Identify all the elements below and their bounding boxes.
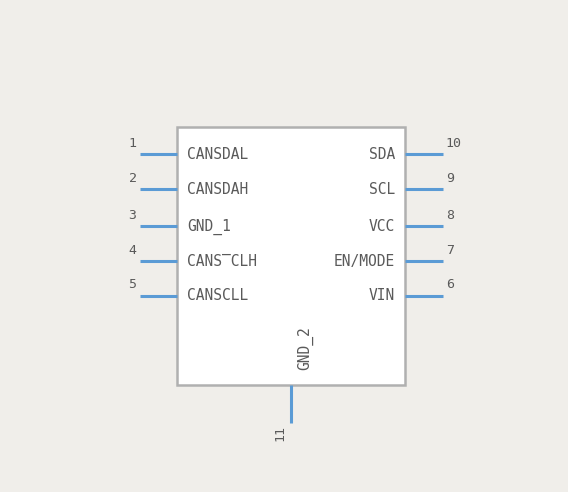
Bar: [177, 127, 405, 385]
Text: 8: 8: [446, 209, 454, 222]
Text: 2: 2: [128, 172, 136, 184]
Text: CANS̅CLH: CANS̅CLH: [187, 254, 257, 269]
Text: 1: 1: [128, 137, 136, 150]
Text: GND_1: GND_1: [187, 218, 231, 235]
Text: VIN: VIN: [369, 288, 395, 304]
Text: GND_2: GND_2: [297, 326, 313, 369]
Text: 11: 11: [274, 425, 286, 441]
Text: 9: 9: [446, 172, 454, 184]
Text: SDA: SDA: [369, 147, 395, 162]
Text: EN/MODE: EN/MODE: [334, 254, 395, 269]
Text: CANSDAL: CANSDAL: [187, 147, 248, 162]
Text: CANSCLL: CANSCLL: [187, 288, 248, 304]
Text: 7: 7: [446, 244, 454, 257]
Text: 3: 3: [128, 209, 136, 222]
Text: 10: 10: [446, 137, 462, 150]
Text: CANSDAH: CANSDAH: [187, 182, 248, 197]
Text: SCL: SCL: [369, 182, 395, 197]
Text: VCC: VCC: [369, 219, 395, 234]
Text: 4: 4: [128, 244, 136, 257]
Text: 5: 5: [128, 278, 136, 291]
Text: 6: 6: [446, 278, 454, 291]
